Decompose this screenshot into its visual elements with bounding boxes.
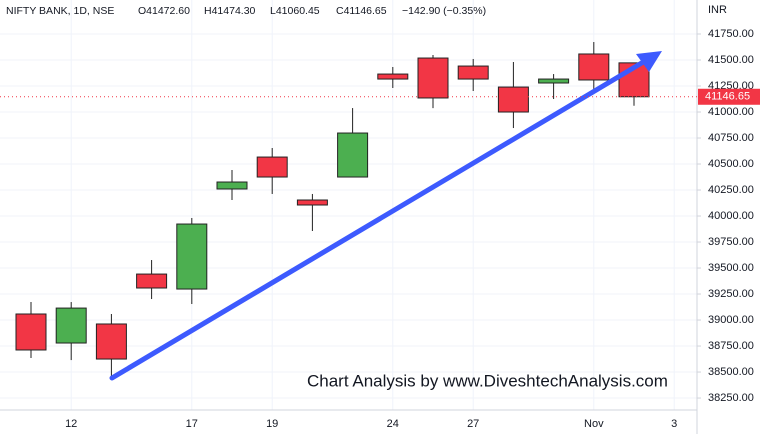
x-tick-label: 19 [266,418,278,430]
x-tick-label: 17 [186,418,198,430]
y-tick-label: 38750.00 [708,340,754,352]
header: NIFTY BANK, 1D, NSE O41472.60 H41474.30 L41… [6,5,486,17]
candle-body [216,181,248,190]
y-tick-label: 39250.00 [708,288,754,300]
y-tick-label: 40750.00 [708,132,754,144]
candle-body [15,313,47,351]
candle-body [457,65,489,80]
watermark: Chart Analysis by www.DiveshtechAnalysis… [307,371,668,390]
trend-arrow [109,51,662,381]
candle-body [377,73,409,80]
symbol: NIFTY BANK, 1D, NSE [6,5,114,17]
y-tick-label: 40250.00 [708,184,754,196]
y-tick-label: 40000.00 [708,210,754,222]
candle-body [337,132,369,178]
currency-label: INR [708,4,727,16]
ohlc-item: O41472.60 [138,5,190,17]
last-price-tag [698,88,760,105]
arrow-shaft [109,58,648,381]
x-tick-label: 3 [671,418,677,430]
candle-body [417,57,449,99]
ohlc-item: −142.90 (−0.35%) [402,5,486,17]
candle-body [538,78,570,84]
candle-body [256,156,288,178]
x-tick-label: 12 [65,418,77,430]
x-tick-label: 24 [387,418,399,430]
candle-body [497,86,529,113]
last-price-label: 41146.65 [705,91,750,103]
candle-body [176,223,208,290]
arrow-head [636,51,662,72]
candle-body [95,323,127,360]
y-tick-label: 39000.00 [708,314,754,326]
candles [15,42,650,379]
y-tick-label: 41000.00 [708,106,754,118]
candle-body [578,53,610,81]
y-tick-label: 39750.00 [708,236,754,248]
y-tick-label: 39500.00 [708,262,754,274]
y-tick-label: 38500.00 [708,366,754,378]
y-tick-label: 38250.00 [708,392,754,404]
candle-body [296,199,328,206]
y-tick-label: 41750.00 [708,28,754,40]
y-tick-label: 41500.00 [708,54,754,66]
ohlc-item: H41474.30 [204,5,256,17]
ohlc-item: L41060.45 [270,5,320,17]
y-tick-label: 40500.00 [708,158,754,170]
candle-body [136,273,168,289]
x-tick-label: Nov [584,418,604,430]
x-tick-label: 27 [467,418,479,430]
candle-body [55,307,87,344]
ohlc-item: C41146.65 [336,5,387,17]
